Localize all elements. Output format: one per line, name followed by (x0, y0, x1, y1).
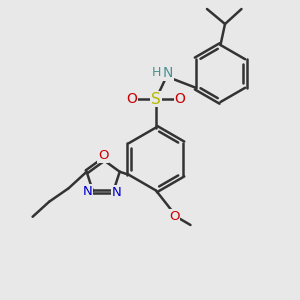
Text: N: N (112, 186, 121, 199)
Text: O: O (98, 149, 108, 162)
Text: O: O (175, 92, 185, 106)
Text: S: S (151, 92, 161, 106)
Text: H: H (152, 66, 162, 80)
Text: N: N (163, 66, 173, 80)
Text: N: N (83, 185, 92, 198)
Text: O: O (169, 209, 179, 223)
Text: O: O (127, 92, 137, 106)
